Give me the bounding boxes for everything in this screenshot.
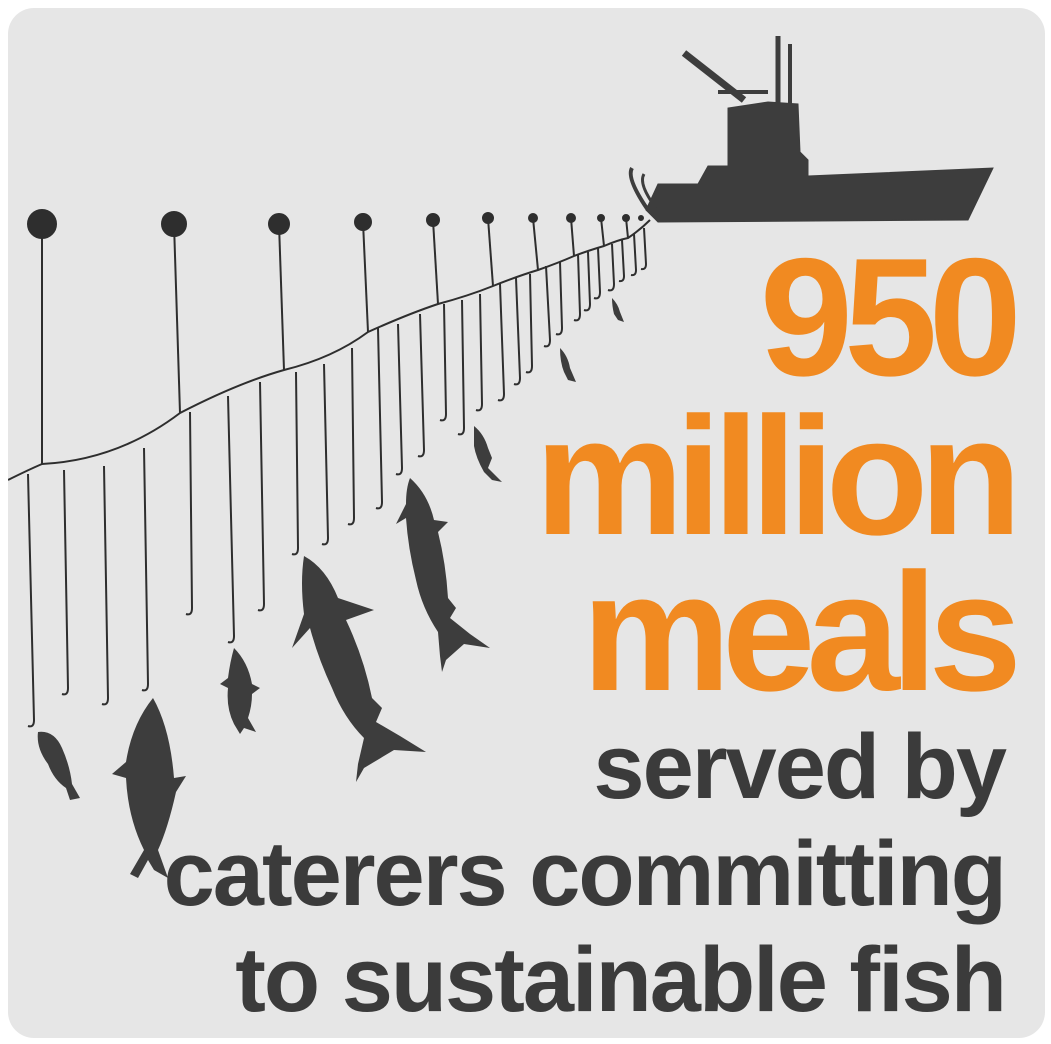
subline-line-2: caterers committing (163, 823, 1007, 925)
headline-unit: million (534, 382, 1022, 570)
fish-icon (220, 648, 260, 734)
hook-icon (227, 395, 236, 644)
hook-icon (543, 265, 552, 348)
headline-subject: meals (581, 538, 1022, 726)
hook-icon (593, 247, 602, 300)
hook-icon (141, 447, 150, 692)
hook-icon (27, 473, 36, 728)
hook-icon (61, 469, 70, 696)
hook-icon (583, 251, 592, 312)
hook-icon (257, 381, 266, 612)
hook-icon (291, 371, 300, 556)
subline-line-3: to sustainable fish (235, 929, 1007, 1031)
hook-icon (513, 277, 522, 386)
hook-icon (573, 253, 582, 322)
float-buoys (27, 209, 644, 464)
hook-icon (417, 313, 426, 458)
hook-icon (321, 363, 330, 546)
hook-icon (439, 303, 448, 422)
hook-icon (618, 239, 626, 283)
tuna-icon (112, 698, 186, 878)
hook-icon (525, 273, 534, 374)
hook-icon (395, 323, 404, 476)
fish-icon (474, 426, 502, 482)
infographic-card: 950 million meals served by caterers com… (8, 8, 1045, 1038)
hook-icon (375, 327, 384, 510)
tuna-icon (396, 478, 490, 672)
hook-icon (607, 243, 616, 292)
hook-icon (101, 465, 110, 706)
fishing-boat-icon (628, 36, 994, 223)
hook-icon (347, 347, 356, 526)
fish-icon (612, 298, 624, 322)
hook-icon (185, 411, 194, 616)
hook-icon (475, 293, 484, 412)
fish-icon (560, 348, 576, 382)
tuna-icon (292, 556, 426, 782)
hook-icon (457, 299, 466, 436)
branch-lines (27, 227, 648, 728)
headline-number: 950 (759, 223, 1022, 411)
hook-icon (630, 233, 638, 277)
hook-icon (640, 227, 648, 271)
float-buoy-icon (638, 215, 644, 221)
hook-icon (497, 283, 506, 402)
fish-icon (37, 731, 80, 800)
main-line (8, 219, 651, 481)
longline-fishing-illustration (8, 36, 994, 878)
hook-icon (555, 261, 564, 336)
subline-line-1: served by (593, 716, 1007, 818)
